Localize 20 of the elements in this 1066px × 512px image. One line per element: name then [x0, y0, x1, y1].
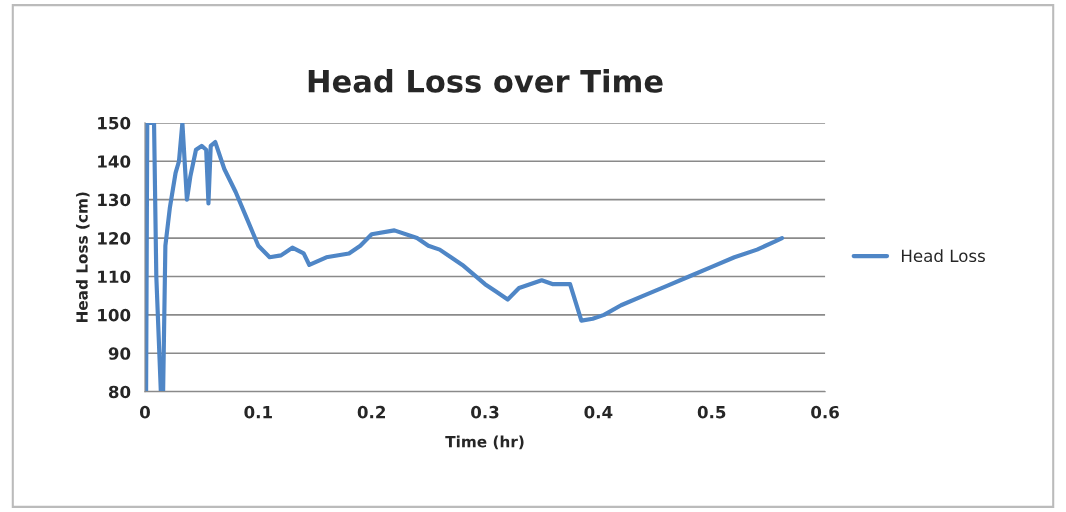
x-tick-label: 0.5	[697, 405, 726, 419]
legend-label: Head Loss	[901, 249, 985, 263]
x-tick-label: 0.4	[584, 405, 613, 419]
y-tick-label: 80	[108, 385, 131, 399]
x-tick-label: 0.1	[244, 405, 272, 419]
y-tick-label: 110	[98, 270, 131, 284]
y-tick-label: 120	[98, 232, 131, 245]
y-axis-title: Head Loss (cm)	[75, 192, 90, 323]
y-tick-label: 140	[98, 155, 131, 168]
x-axis-title: Time (hr)	[445, 435, 524, 450]
x-tick-label: 0	[139, 405, 150, 419]
y-tick-label: 150	[98, 116, 131, 130]
y-tick-label: 130	[98, 193, 131, 207]
x-tick-label: 0.6	[811, 405, 839, 419]
y-tick-label: 90	[108, 347, 131, 360]
x-tick-label: 0.3	[471, 405, 499, 419]
line-series	[144, 122, 785, 392]
x-tick-label: 0.2	[357, 405, 385, 419]
y-tick-label: 100	[98, 308, 131, 322]
chart-title: Head Loss over Time	[308, 69, 663, 93]
